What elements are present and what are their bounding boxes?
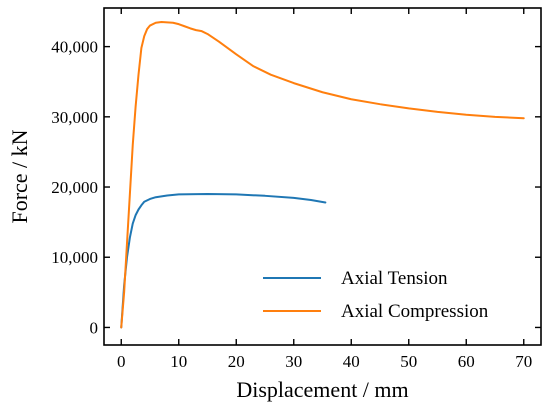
plot-area: 0 10 20 30 40 50 60 70 0 10,000 20,000 30,000 40,00… xyxy=(51,7,542,371)
x-tick-label: 20 xyxy=(228,352,245,371)
y-axis: 0 10,000 20,000 30,000 40,000 xyxy=(51,38,541,337)
legend: Axial Tension Axial Compression xyxy=(263,268,489,322)
legend-label: Axial Compression xyxy=(341,301,489,322)
series-line-axial-compression xyxy=(120,21,525,329)
x-tick-label: 50 xyxy=(400,352,417,371)
x-tick-label: 10 xyxy=(170,352,187,371)
y-tick-label: 30,000 xyxy=(51,108,98,127)
y-tick-label: 20,000 xyxy=(51,178,98,197)
x-axis-title: Displacement / mm xyxy=(236,377,408,402)
plot-frame xyxy=(103,7,542,346)
y-tick-label: 10,000 xyxy=(51,248,98,267)
x-tick-label: 70 xyxy=(515,352,532,371)
series-line-axial-tension xyxy=(120,193,327,329)
x-axis: 0 10 20 30 40 50 60 70 xyxy=(117,8,532,371)
x-tick-label: 0 xyxy=(117,352,126,371)
y-axis-title: Force / kN xyxy=(7,129,32,223)
x-tick-label: 30 xyxy=(285,352,302,371)
y-tick-label: 0 xyxy=(90,318,99,337)
y-tick-label: 40,000 xyxy=(51,38,98,57)
x-tick-label: 40 xyxy=(343,352,360,371)
legend-label: Axial Tension xyxy=(341,268,448,289)
x-tick-label: 60 xyxy=(458,352,475,371)
series-layer xyxy=(120,21,525,329)
